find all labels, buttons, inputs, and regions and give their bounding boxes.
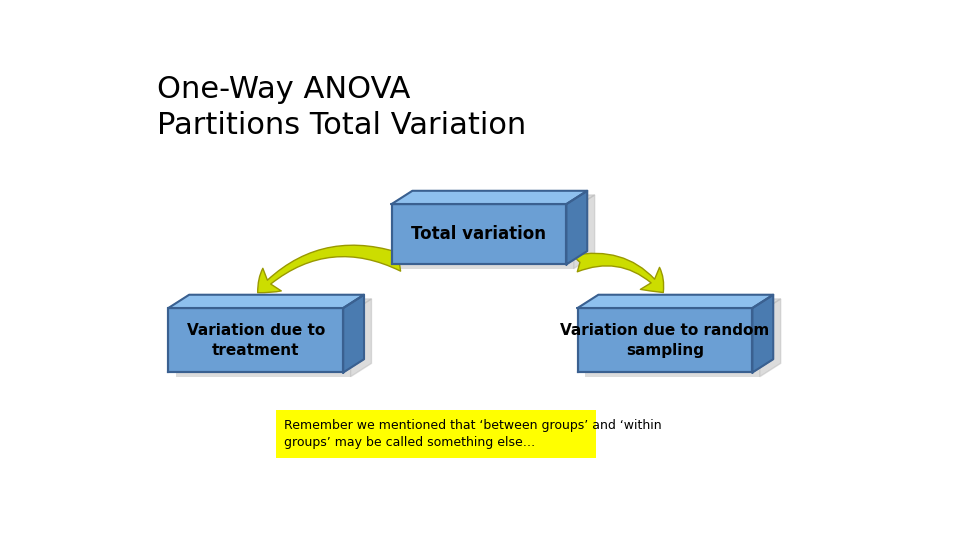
Polygon shape (574, 195, 594, 268)
Polygon shape (578, 295, 773, 308)
Text: Remember we mentioned that ‘between groups’ and ‘within
groups’ may be called so: Remember we mentioned that ‘between grou… (284, 419, 661, 449)
Polygon shape (392, 191, 588, 204)
FancyBboxPatch shape (276, 410, 596, 458)
Polygon shape (168, 308, 344, 373)
Text: Variation due to random
sampling: Variation due to random sampling (561, 323, 770, 357)
Polygon shape (585, 312, 760, 377)
Text: One-Way ANOVA
Partitions Total Variation: One-Way ANOVA Partitions Total Variation (157, 75, 526, 140)
Text: Variation due to
treatment: Variation due to treatment (186, 323, 324, 357)
Polygon shape (578, 308, 753, 373)
Text: Total variation: Total variation (412, 225, 546, 243)
Polygon shape (399, 195, 594, 208)
FancyArrowPatch shape (573, 253, 663, 293)
Polygon shape (399, 208, 574, 268)
Polygon shape (350, 299, 372, 377)
Polygon shape (168, 295, 364, 308)
Polygon shape (760, 299, 780, 377)
Polygon shape (176, 312, 350, 377)
Polygon shape (566, 191, 588, 265)
Polygon shape (176, 299, 372, 312)
Polygon shape (344, 295, 364, 373)
Polygon shape (585, 299, 780, 312)
Polygon shape (392, 204, 566, 265)
Polygon shape (753, 295, 773, 373)
FancyArrowPatch shape (257, 245, 407, 293)
